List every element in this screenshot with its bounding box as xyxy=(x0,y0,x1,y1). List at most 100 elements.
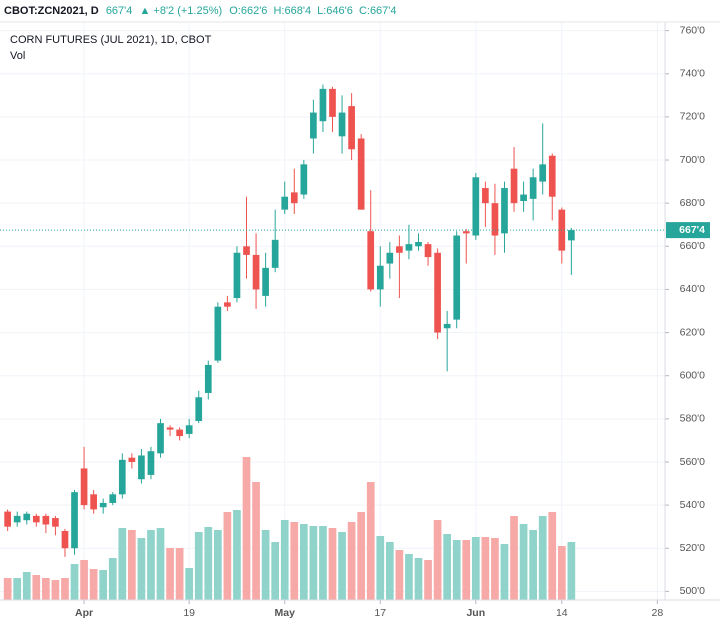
candle-body xyxy=(61,530,69,549)
candle-body xyxy=(501,188,508,234)
candle-body xyxy=(338,112,346,137)
candle-body xyxy=(424,244,432,258)
candle-body xyxy=(434,252,441,333)
x-tick-label: Apr xyxy=(75,607,93,619)
volume-bar xyxy=(424,560,432,600)
volume-bar xyxy=(185,568,194,600)
volume-bar xyxy=(271,542,280,600)
volume-bar xyxy=(137,538,146,600)
volume-bar xyxy=(538,516,547,600)
x-tick-label: 19 xyxy=(183,607,195,619)
volume-bar xyxy=(13,578,22,600)
candle-body xyxy=(195,397,203,421)
candle-body xyxy=(319,88,327,122)
candle-body xyxy=(539,164,547,182)
candle-body xyxy=(386,252,394,264)
y-tick-label: 680'0 xyxy=(680,197,706,209)
candle-body xyxy=(128,457,136,462)
volume-bar xyxy=(280,520,289,600)
open: O:662'6 xyxy=(229,5,267,17)
low: L:646'6 xyxy=(317,5,353,17)
y-tick-label: 700'0 xyxy=(680,154,706,166)
volume-bar xyxy=(70,564,79,600)
y-tick-label: 520'0 xyxy=(680,542,706,554)
candle-body xyxy=(138,455,145,480)
volume-bar xyxy=(252,482,260,600)
x-tick-label: Jun xyxy=(466,607,485,619)
candle-body xyxy=(214,306,222,361)
candle-body xyxy=(252,254,260,290)
candle-body xyxy=(109,494,117,503)
chart-title: CORN FUTURES (JUL 2021), 1D, CBOT xyxy=(10,34,212,46)
candle-body xyxy=(396,246,403,253)
candle-body xyxy=(13,515,21,523)
y-tick-label: 500'0 xyxy=(680,585,706,597)
candle-body xyxy=(262,267,269,296)
volume-bar xyxy=(108,558,117,600)
y-tick-label: 640'0 xyxy=(680,283,706,295)
last-price: 667'4 xyxy=(106,5,133,17)
candle-body xyxy=(90,494,97,510)
candle-body xyxy=(329,88,336,117)
header: CBOT:ZCN2021, D 667'4 ▲ +8'2 (+1.25%) O:… xyxy=(4,5,397,17)
volume-bar xyxy=(32,575,41,600)
change: +8'2 (+1.25%) xyxy=(153,5,222,17)
y-tick-label: 740'0 xyxy=(680,68,706,80)
candles xyxy=(0,84,665,557)
y-tick-label: 540'0 xyxy=(680,499,706,511)
y-tick-label: 560'0 xyxy=(680,456,706,468)
candle-body xyxy=(520,194,527,202)
volume-bar xyxy=(223,512,232,600)
volume-bar xyxy=(89,569,98,600)
volume-bar xyxy=(118,528,127,600)
volume-bar xyxy=(80,560,88,600)
volume-bar xyxy=(242,457,251,600)
candle-body xyxy=(42,515,50,525)
y-tick-label: 720'0 xyxy=(680,111,706,123)
candle-body xyxy=(310,112,317,139)
volume-bar xyxy=(567,542,576,600)
volume-bar xyxy=(366,482,375,600)
volume-bar xyxy=(261,530,270,600)
volume-bar xyxy=(214,530,222,600)
x-tick-label: 28 xyxy=(652,607,664,619)
volume-bar xyxy=(557,546,566,600)
candle-body xyxy=(166,427,174,430)
x-tick-label: 14 xyxy=(556,607,568,619)
volume-bar xyxy=(99,570,108,600)
candle-body xyxy=(491,203,499,236)
volume-bar xyxy=(510,516,518,600)
volume-bar xyxy=(175,548,184,600)
y-tick-label: 620'0 xyxy=(680,326,706,338)
volume-bar xyxy=(319,526,327,600)
candle-body xyxy=(80,468,88,506)
volume-bar xyxy=(433,520,442,600)
volume-bar xyxy=(204,527,213,600)
volume-bar xyxy=(529,530,537,600)
candle-body xyxy=(290,192,298,204)
volume-bar xyxy=(128,530,136,600)
candle-body xyxy=(472,177,480,236)
candle-body xyxy=(405,244,413,251)
volume-bar xyxy=(452,540,461,600)
candle-body xyxy=(300,164,308,195)
y-tick-label: 580'0 xyxy=(680,413,706,425)
volume-bar xyxy=(462,540,471,600)
candle-body xyxy=(415,241,422,247)
candle-body xyxy=(357,138,365,210)
volume-bar xyxy=(61,578,69,600)
volume-bar xyxy=(347,522,356,600)
close: C:667'4 xyxy=(359,5,397,17)
candle-body xyxy=(224,302,231,307)
candle-body xyxy=(443,323,451,329)
volume-bar xyxy=(519,524,528,600)
volume-label: Vol xyxy=(10,50,25,62)
candle-body xyxy=(482,188,489,204)
volume-bar xyxy=(299,524,308,600)
candle-body xyxy=(348,106,355,150)
volume-bar xyxy=(405,554,413,600)
volume-bar xyxy=(443,534,451,600)
x-tick-label: May xyxy=(275,607,296,619)
volume-bar xyxy=(309,526,318,600)
candle-body xyxy=(185,425,193,434)
